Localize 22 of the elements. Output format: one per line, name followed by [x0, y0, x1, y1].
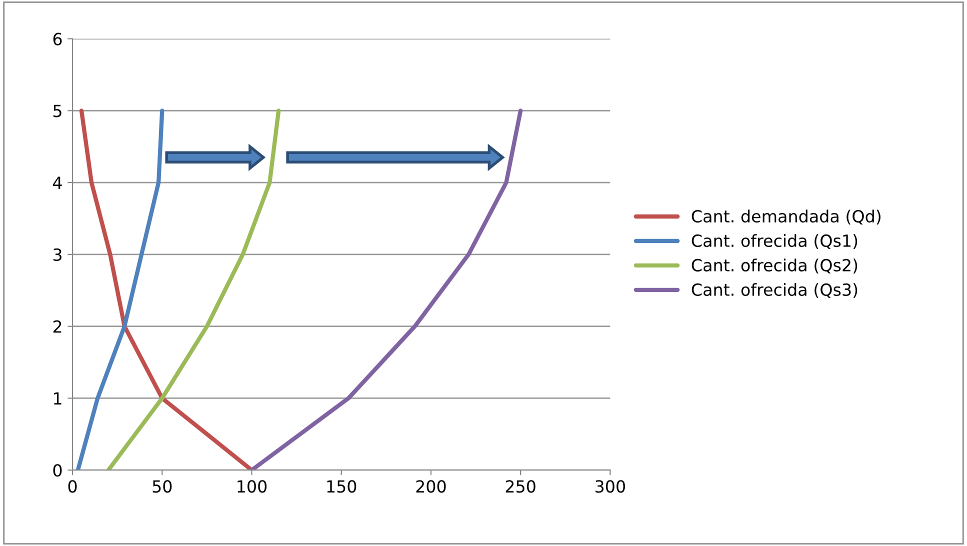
y-tick-label: 4	[53, 176, 62, 189]
legend-label: Cant. ofrecida (Qs3)	[692, 283, 858, 298]
x-tick-label: 150	[327, 480, 356, 493]
y-tick-label: 0	[53, 464, 62, 477]
x-tick-label: 200	[416, 480, 446, 493]
y-tick-label: 6	[53, 32, 62, 46]
legend-label: Cant. ofrecida (Qs1)	[692, 234, 858, 249]
x-tick-label: 0	[68, 480, 77, 493]
line-series	[250, 108, 523, 470]
line-series	[76, 108, 164, 470]
x-tick-label: 250	[506, 480, 536, 493]
line-series	[79, 108, 254, 470]
y-tick-label: 1	[54, 392, 62, 405]
x-tick-label: 50	[152, 480, 172, 493]
y-tick-label: 5	[53, 104, 62, 118]
legend-label: Cant. demandada (Qd)	[692, 210, 880, 225]
x-tick-label: 300	[596, 480, 625, 493]
line-series	[106, 108, 281, 470]
y-tick-label: 2	[53, 320, 62, 333]
x-tick-label: 100	[238, 480, 267, 493]
y-tick-label: 3	[53, 248, 62, 262]
legend-label: Cant. ofrecida (Qs2)	[692, 258, 858, 274]
